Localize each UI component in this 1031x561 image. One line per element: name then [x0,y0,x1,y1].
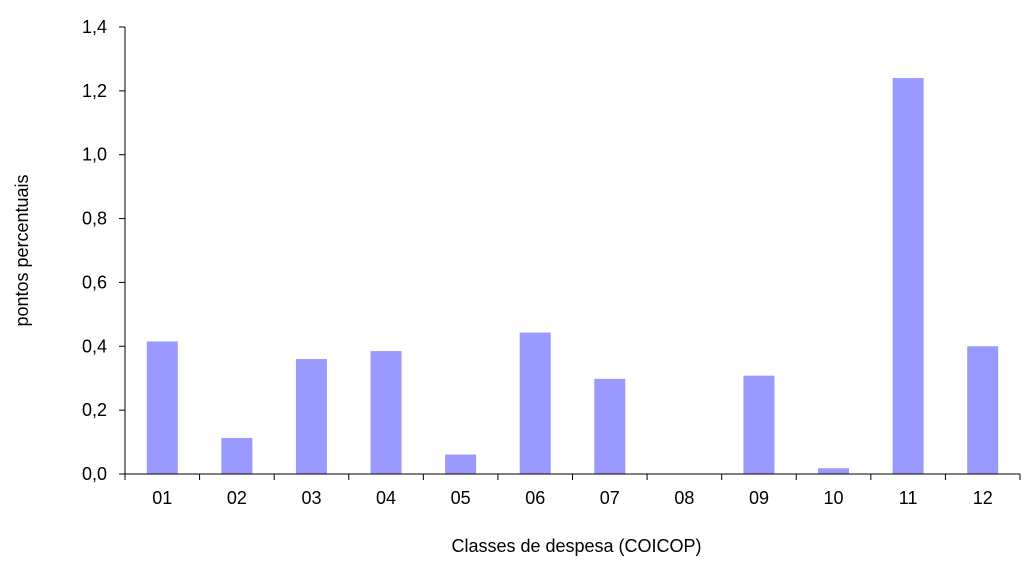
x-tick-label: 08 [674,488,694,508]
x-tick-label: 09 [749,488,769,508]
bar [743,375,775,474]
x-tick-label: 02 [227,488,247,508]
bar [445,454,477,474]
x-tick-label: 05 [451,488,471,508]
y-tick-label: 0,4 [82,336,107,356]
x-tick-label: 10 [824,488,844,508]
bar [818,468,850,474]
y-tick-label: 0,2 [82,400,107,420]
bar [295,359,327,474]
bars [146,78,999,474]
bar [892,78,924,474]
x-tick-label: 03 [301,488,321,508]
x-tick-label: 06 [525,488,545,508]
bar [146,341,178,474]
bar [967,346,999,474]
x-tick-label: 12 [973,488,993,508]
y-axis-ticks: 0,0 0,2 0,4 0,6 0,8 1,0 1,2 1,4 [82,17,125,484]
bar [370,351,402,474]
y-tick-label: 0,6 [82,272,107,292]
y-tick-label: 1,4 [82,17,107,37]
bar [519,332,551,474]
x-tick-label: 11 [899,488,918,508]
x-tick-label: 07 [600,488,620,508]
y-tick-label: 1,2 [82,81,107,101]
bar [221,437,253,474]
y-tick-label: 0,8 [82,209,107,229]
bar [594,378,626,474]
x-axis-title: Classes de despesa (COICOP) [451,536,701,556]
x-tick-label: 01 [152,488,172,508]
x-axis-ticks: 01 02 03 04 05 06 07 08 09 10 11 12 [124,474,1021,508]
y-tick-label: 1,0 [82,145,107,165]
y-tick-label: 0,0 [82,464,107,484]
y-axis-title: pontos percentuais [12,174,32,326]
x-tick-label: 04 [376,488,396,508]
